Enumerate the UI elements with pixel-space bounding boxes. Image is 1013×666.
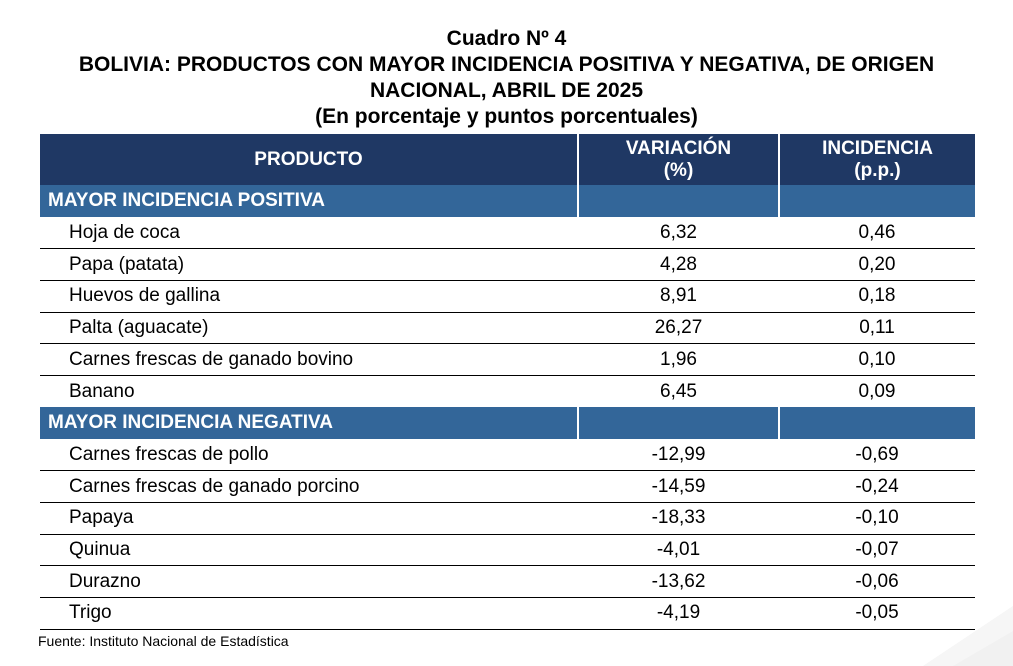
product-name: Palta (aguacate): [40, 312, 578, 345]
incidence-value: -0,07: [779, 534, 975, 567]
section-header-negative: MAYOR INCIDENCIA NEGATIVA: [40, 407, 975, 440]
section-spacer-cell: [779, 407, 975, 440]
product-name: Huevos de gallina: [40, 280, 578, 313]
product-name: Carnes frescas de ganado bovino: [40, 343, 578, 376]
incidence-value: 0,11: [779, 312, 975, 345]
incidence-value: -0,05: [779, 597, 975, 630]
incidence-value: 0,20: [779, 248, 975, 281]
variation-value: 4,28: [578, 248, 779, 281]
incidence-value: 0,46: [779, 217, 975, 250]
table-row: Trigo -4,19 -0,05: [40, 597, 975, 630]
column-header-variacion-label: VARIACIÓN: [625, 137, 732, 159]
variation-value: 1,96: [578, 343, 779, 376]
incidence-table: PRODUCTO VARIACIÓN (%) INCIDENCIA (p.p.)…: [40, 134, 975, 630]
section-spacer-cell: [779, 185, 975, 217]
table-title-block: Cuadro Nº 4 BOLIVIA: PRODUCTOS CON MAYOR…: [0, 26, 1013, 130]
section-label-negative: MAYOR INCIDENCIA NEGATIVA: [40, 407, 579, 440]
column-header-incidencia: INCIDENCIA (p.p.): [779, 134, 975, 185]
product-name: Carnes frescas de pollo: [40, 439, 578, 472]
product-name: Carnes frescas de ganado porcino: [40, 470, 578, 503]
table-title-line-1: BOLIVIA: PRODUCTOS CON MAYOR INCIDENCIA …: [78, 53, 935, 76]
table-subtitle: (En porcentaje y puntos porcentuales): [315, 105, 698, 128]
table-row: Papa (patata) 4,28 0,20: [40, 248, 975, 281]
table-row: Carnes frescas de ganado bovino 1,96 0,1…: [40, 343, 975, 376]
column-header-variacion-unit: (%): [663, 159, 694, 181]
variation-value: 6,45: [660, 380, 697, 402]
product-name: Durazno: [40, 565, 578, 599]
product-name: Papaya: [40, 502, 578, 535]
table-row: Huevos de gallina 8,91 0,18: [40, 280, 975, 313]
column-header-producto: PRODUCTO: [40, 134, 579, 185]
column-header-producto-label: PRODUCTO: [254, 148, 363, 170]
section-header-positive: MAYOR INCIDENCIA POSITIVA: [40, 185, 975, 217]
incidence-value: -0,10: [779, 502, 975, 535]
table-row: Carnes frescas de pollo -12,99 -0,69: [40, 439, 975, 472]
table-title-line-2: NACIONAL, ABRIL DE 2025: [369, 79, 644, 102]
variation-value: 26,27: [578, 312, 779, 345]
incidence-value: -0,06: [779, 565, 975, 599]
table-row: Carnes frescas de ganado porcino -14,59 …: [40, 470, 975, 503]
table-row: Banano 6,45 0,09: [40, 375, 975, 407]
variation-value: 8,91: [578, 280, 779, 313]
source-note: Fuente: Instituto Nacional de Estadístic…: [38, 633, 289, 649]
section-spacer-cell: [578, 407, 780, 440]
product-name: Quinua: [40, 534, 578, 567]
table-row: Durazno -13,62 -0,06: [40, 565, 975, 599]
table-row: Hoja de coca 6,32 0,46: [40, 217, 975, 250]
incidence-value: 0,10: [779, 343, 975, 376]
product-name: Papa (patata): [40, 248, 578, 281]
table-header-row: PRODUCTO VARIACIÓN (%) INCIDENCIA (p.p.): [40, 134, 975, 185]
section-label-positive: MAYOR INCIDENCIA POSITIVA: [40, 185, 579, 217]
variation-value: -4,19: [578, 597, 779, 630]
section-spacer-cell: [578, 185, 780, 217]
incidence-value: 0,18: [779, 280, 975, 313]
variation-value: 6,32: [578, 217, 779, 250]
product-name: Trigo: [40, 597, 578, 630]
incidence-value: -0,69: [779, 439, 975, 472]
column-header-incidencia-label: INCIDENCIA: [822, 137, 933, 159]
incidence-value: 0,09: [858, 380, 896, 402]
product-name: Banano: [69, 380, 135, 402]
variation-value: -4,01: [578, 534, 779, 567]
variation-value: -18,33: [578, 502, 779, 535]
table-row: Quinua -4,01 -0,07: [40, 534, 975, 567]
variation-value: -14,59: [578, 470, 779, 503]
cuadro-number: Cuadro Nº 4: [446, 27, 567, 50]
table-row: Papaya -18,33 -0,10: [40, 502, 975, 535]
column-header-incidencia-unit: (p.p.): [854, 159, 901, 181]
product-name: Hoja de coca: [40, 217, 578, 250]
incidence-value: -0,24: [779, 470, 975, 503]
column-header-variacion: VARIACIÓN (%): [578, 134, 780, 185]
variation-value: -13,62: [578, 565, 779, 599]
variation-value: -12,99: [578, 439, 779, 472]
table-row: Palta (aguacate) 26,27 0,11: [40, 312, 975, 345]
